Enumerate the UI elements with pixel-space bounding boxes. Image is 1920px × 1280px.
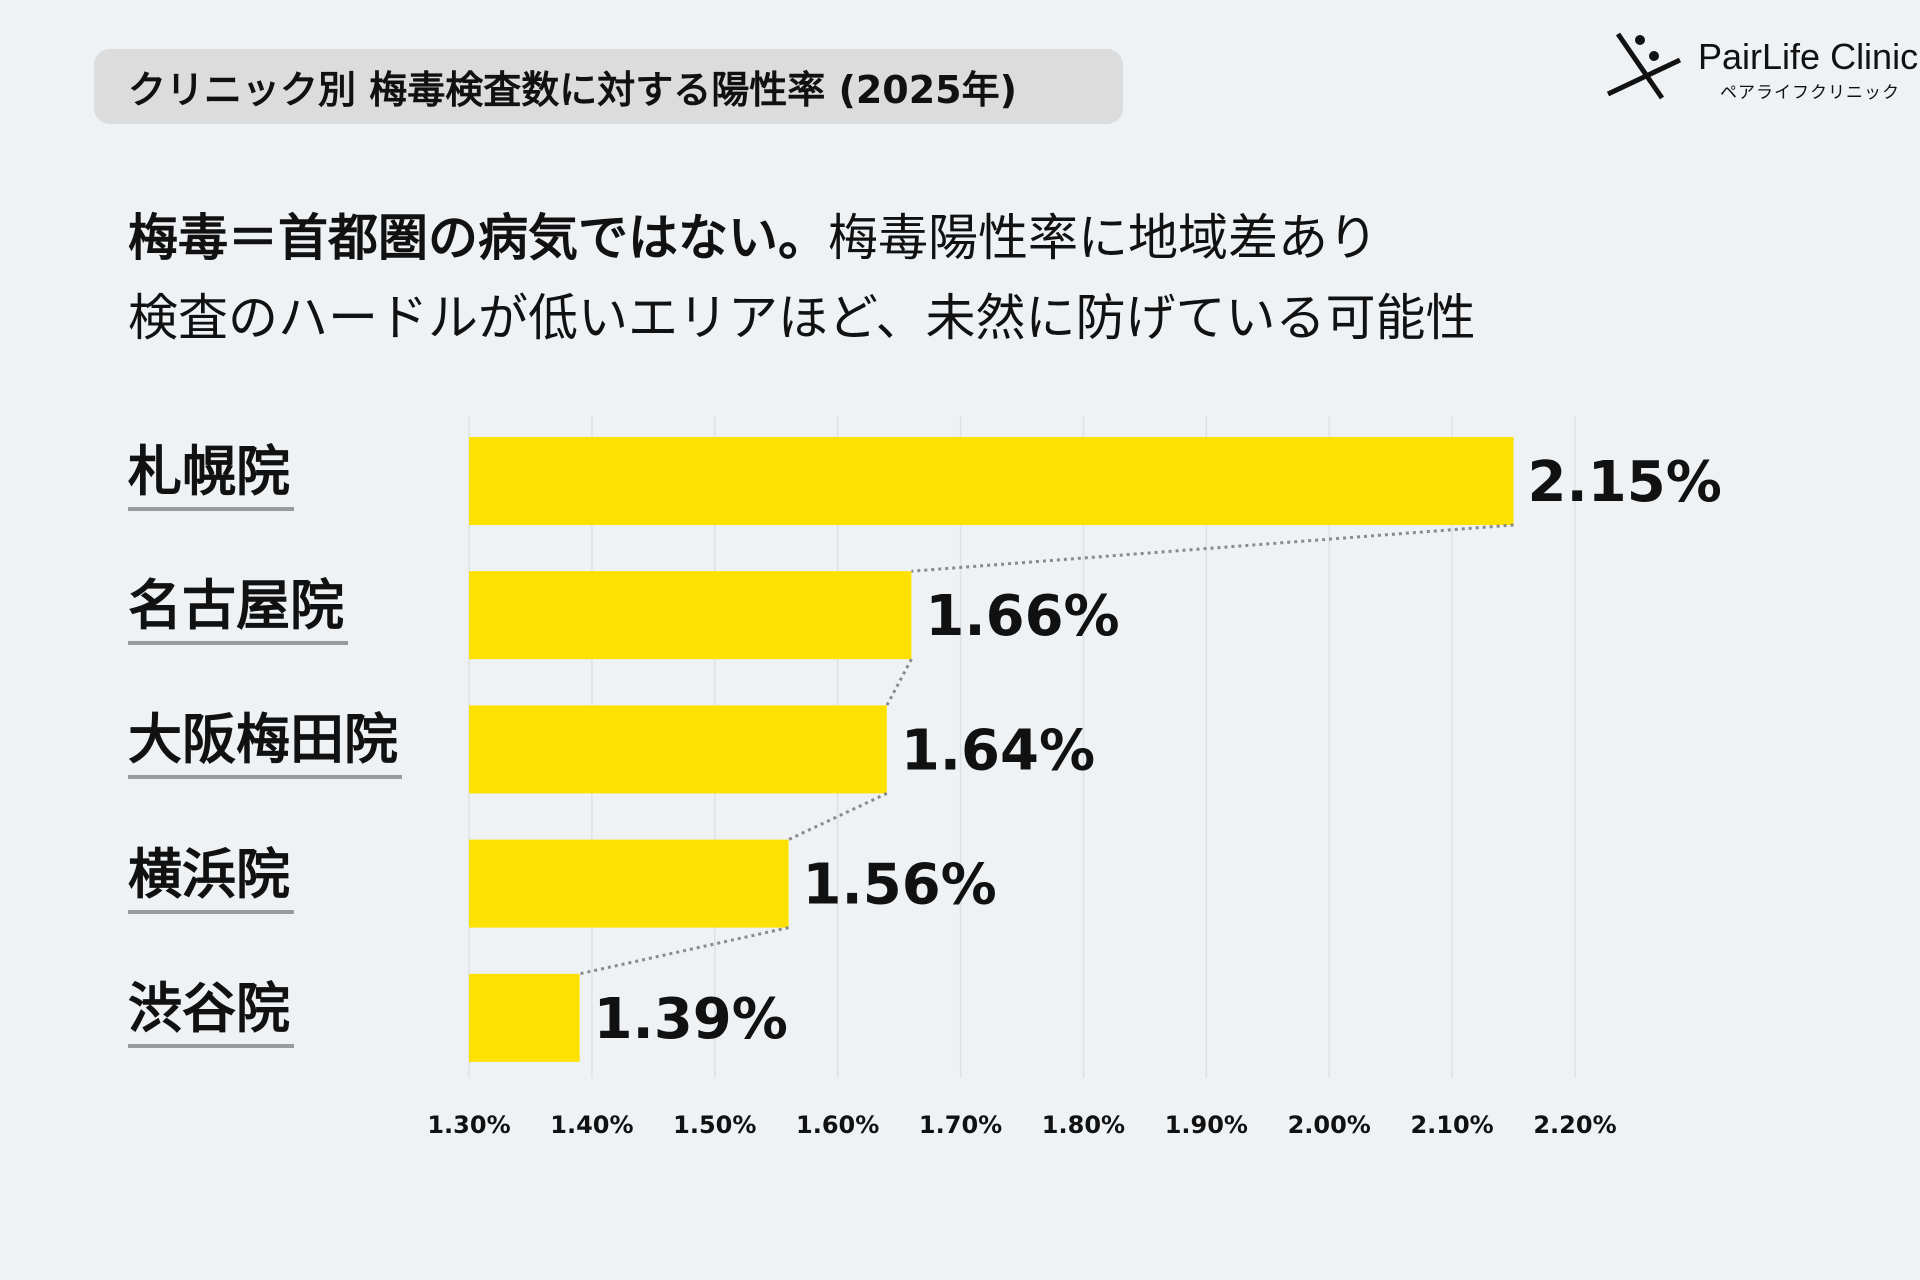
category-label: 横浜院	[128, 840, 294, 914]
value-label: 1.56%	[803, 853, 997, 918]
x-tick-label: 2.10%	[1410, 1111, 1493, 1139]
headline-line2: 検査のハードルが低いエリアほど、未然に防げている可能性	[128, 289, 1476, 347]
value-label: 1.66%	[925, 584, 1119, 649]
x-tick-label: 1.60%	[796, 1111, 879, 1139]
bar	[469, 437, 1514, 525]
bar	[469, 839, 789, 928]
x-tick-label: 1.80%	[1042, 1111, 1125, 1139]
bar	[469, 973, 580, 1062]
logo-subtitle: ペアライフクリニック	[1720, 83, 1900, 103]
x-tick-label: 1.90%	[1165, 1111, 1248, 1139]
headline: 梅毒＝首都圏の病気ではない。梅毒陽性率に地域差あり 検査のハードルが低いエリアほ…	[128, 198, 1476, 358]
category-label: 札幌院	[128, 437, 294, 511]
category-label: 渋谷院	[128, 974, 294, 1048]
connector-line	[911, 523, 1514, 573]
value-label: 1.39%	[594, 987, 788, 1052]
chart-title-text: クリニック別 梅毒検査数に対する陽性率 (2025年)	[128, 68, 1017, 112]
chart-title: クリニック別 梅毒検査数に対する陽性率 (2025年)	[94, 49, 1123, 124]
connector-line	[885, 658, 913, 707]
logo: PairLife Clinic ペアライフクリニック	[1600, 26, 1920, 106]
bar	[469, 705, 887, 794]
headline-regular: 梅毒陽性率に地域差あり	[828, 209, 1378, 267]
connector-line	[579, 926, 789, 976]
x-tick-label: 1.70%	[919, 1111, 1002, 1139]
x-tick-label: 1.40%	[550, 1111, 633, 1139]
x-tick-label: 2.00%	[1288, 1111, 1371, 1139]
x-tick-label: 2.20%	[1533, 1111, 1616, 1139]
headline-bold: 梅毒＝首都圏の病気ではない。	[128, 209, 828, 267]
category-label: 大阪梅田院	[128, 705, 402, 780]
value-label: 2.15%	[1528, 450, 1722, 515]
x-tick-label: 1.30%	[427, 1111, 510, 1139]
logo-figure-icon	[1606, 32, 1682, 100]
x-tick-label: 1.50%	[673, 1111, 756, 1139]
bar	[469, 571, 912, 660]
value-label: 1.64%	[901, 718, 1095, 783]
logo-name: PairLife Clinic	[1698, 36, 1919, 77]
category-label: 名古屋院	[128, 571, 348, 646]
